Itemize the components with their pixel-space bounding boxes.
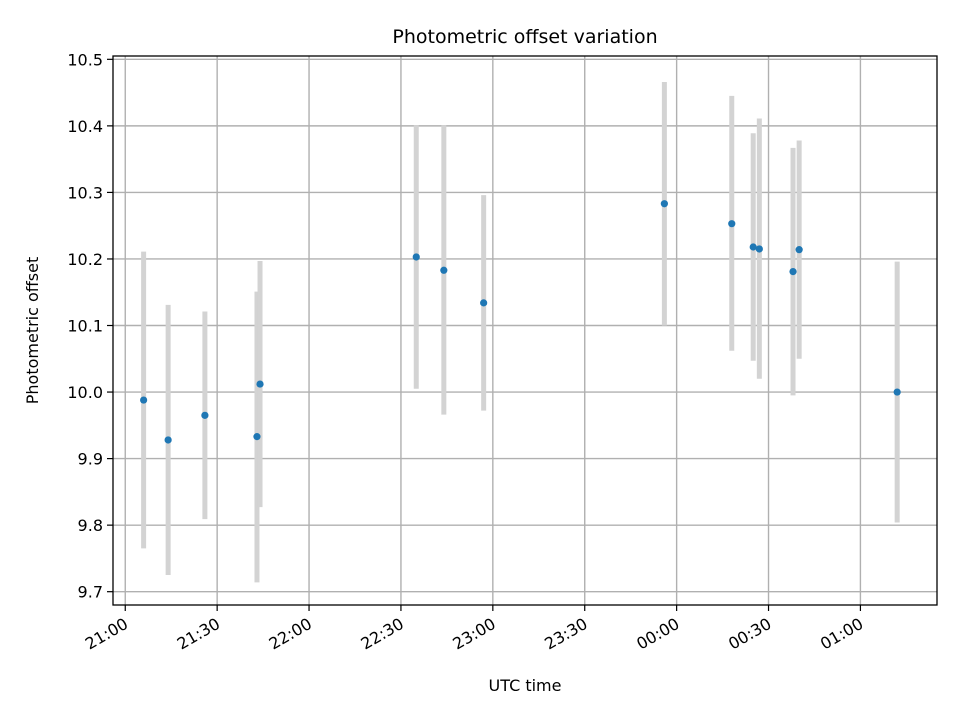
x-tick-label: 00:30 (725, 614, 774, 654)
y-tick-label: 9.7 (78, 583, 103, 602)
y-tick-label: 10.5 (67, 50, 103, 69)
data-point (789, 268, 797, 276)
data-point (201, 411, 209, 419)
x-tick-label: 22:30 (358, 614, 407, 654)
y-tick-label: 10.4 (67, 117, 103, 136)
data-point (893, 388, 901, 396)
y-axis-label: Photometric offset (23, 257, 42, 405)
data-point (480, 299, 488, 307)
data-point (412, 253, 420, 261)
x-tick-label: 21:00 (82, 614, 131, 654)
y-tick-label: 10.3 (67, 183, 103, 202)
grid (113, 56, 937, 605)
y-tick-label: 9.8 (78, 516, 103, 535)
data-point (256, 380, 264, 388)
axis-ticks: 21:00 21:30 22:00 22:30 23:00 23:30 00:00 00:30… (67, 50, 866, 653)
data-point (749, 243, 757, 251)
data-point (795, 246, 803, 254)
x-tick-label: 23:00 (449, 614, 498, 654)
x-axis-label: UTC time (489, 676, 562, 695)
data-points (140, 200, 901, 444)
x-tick-label: 23:30 (541, 614, 590, 654)
data-point (140, 396, 148, 404)
y-tick-label: 10.1 (67, 317, 103, 336)
data-point (660, 200, 668, 208)
y-tick-label: 9.9 (78, 450, 103, 469)
x-tick-label: 01:00 (817, 614, 866, 654)
y-tick-label: 10.2 (67, 250, 103, 269)
data-point (755, 245, 763, 253)
x-tick-label: 22:00 (266, 614, 315, 654)
data-point (164, 436, 172, 444)
x-tick-label: 21:30 (174, 614, 223, 654)
data-point (440, 266, 448, 274)
chart-title: Photometric offset variation (392, 26, 657, 48)
data-point (253, 433, 261, 441)
y-tick-label: 10.0 (67, 383, 103, 402)
data-point (728, 220, 736, 228)
x-tick-label: 00:00 (633, 614, 682, 654)
plot-frame (112, 55, 938, 606)
error-bars (141, 81, 900, 583)
